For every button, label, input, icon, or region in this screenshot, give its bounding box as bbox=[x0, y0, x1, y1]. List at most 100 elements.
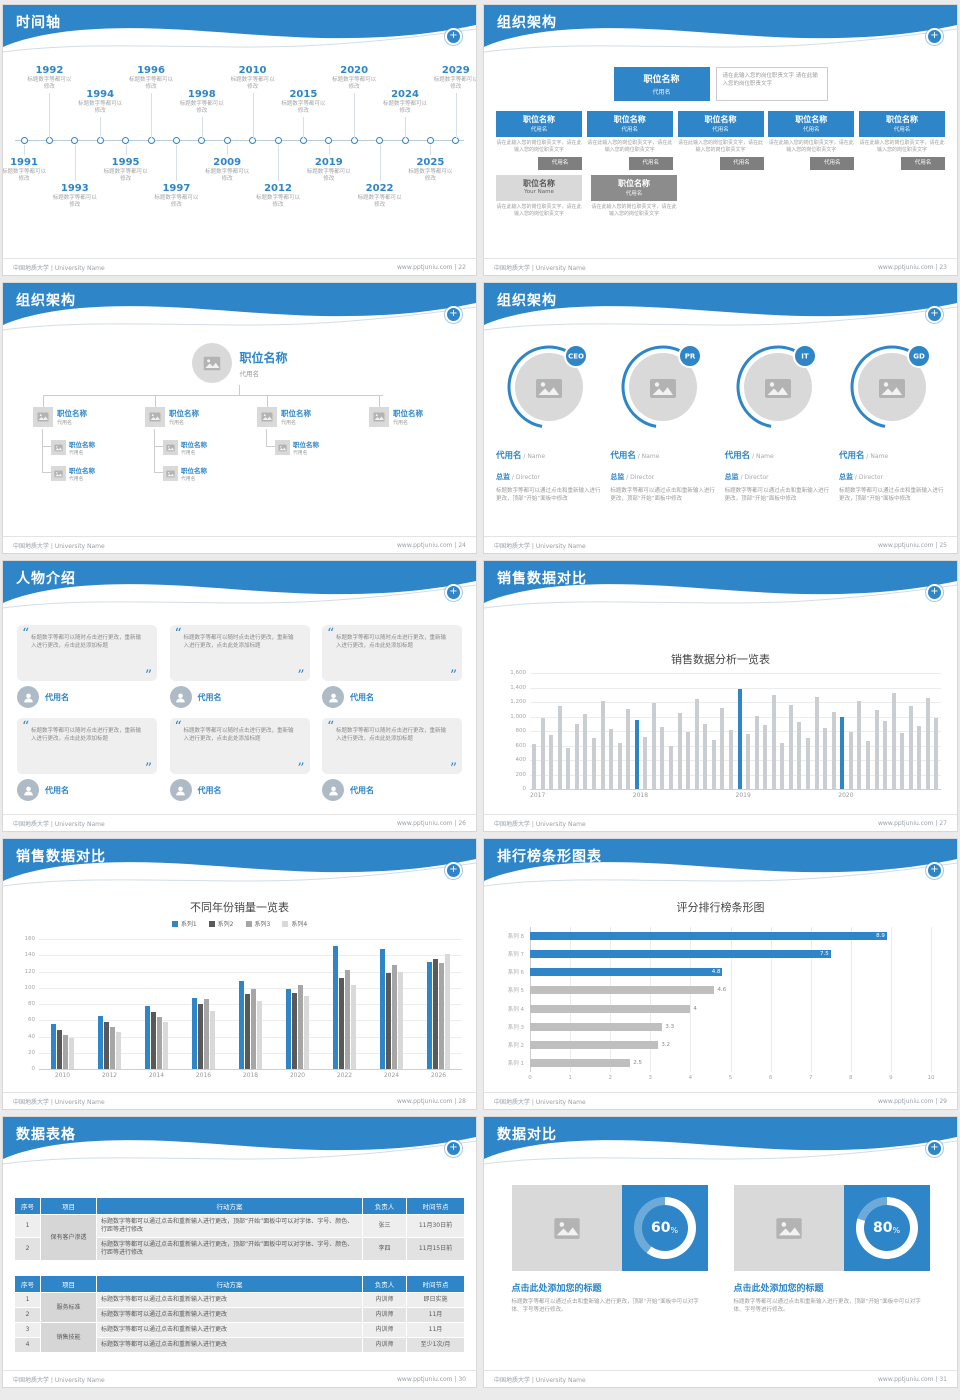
cell-owner: 内训师 bbox=[362, 1307, 407, 1323]
position-title: 职位名称 bbox=[69, 467, 95, 475]
value-label: 7.5 bbox=[820, 951, 829, 958]
person-name: 代用名 bbox=[350, 692, 374, 702]
slide-timeline[interactable]: 时间轴 + 1991 标题数字等都可以修改 1992 标题数字等都可以修改 1993 标题… bbox=[2, 4, 477, 276]
gridline bbox=[570, 927, 572, 1072]
org-node-icon bbox=[257, 407, 277, 427]
org-column: 职位名称 代用名 请在此输入您的岗位职责文字，请在此输入您的岗位职责文字 代用名 bbox=[859, 111, 945, 170]
x-tick-label: 2020 bbox=[289, 1072, 306, 1079]
legend-swatch bbox=[282, 920, 289, 927]
bar bbox=[304, 995, 309, 1069]
legend-item: 系列4 bbox=[282, 919, 307, 928]
person-avatar bbox=[322, 779, 344, 801]
slide-title: 人物介绍 bbox=[16, 571, 76, 587]
image-placeholder-box bbox=[733, 1185, 844, 1271]
timeline-year: 1996 bbox=[137, 65, 165, 76]
slide-title: 销售数据对比 bbox=[497, 571, 587, 587]
bar bbox=[891, 692, 896, 789]
slide-header: 组织架构 + bbox=[484, 283, 957, 339]
header-wave bbox=[3, 5, 476, 53]
slide-people[interactable]: 人物介绍 + “标题数字等都可以随时点击进行更改，重新输入进行更改，点击此处添加… bbox=[2, 560, 477, 832]
slide-org-boxes[interactable]: 组织架构 + 职位名称 代用名 请在此输入您的岗位职责文字 请在此输入您的岗位职责文… bbox=[483, 4, 958, 276]
slide-sales-chart[interactable]: 销售数据对比 + 销售数据分析一览表 0 200 400 600 800 1,000 1,2… bbox=[483, 560, 958, 832]
person-card: “标题数字等都可以随时点击进行更改，重新输入进行更改，点击此处添加标题 ” 代用名 bbox=[322, 625, 462, 708]
image-placeholder-icon bbox=[166, 444, 175, 451]
header-wave bbox=[3, 561, 476, 609]
bar bbox=[591, 738, 596, 789]
timeline-entry: 2009 标题数字等都可以修改 bbox=[203, 157, 251, 183]
connector-line bbox=[379, 395, 380, 407]
chart-canvas: 不同年份销量一览表 系列1 系列2 系列3 系列4 0 20 40 60 80 100 120 14… bbox=[3, 895, 476, 1092]
person-row: 代用名 bbox=[17, 686, 157, 708]
slide-footer: 中国地质大学 | University Name www.pptjuniu.co… bbox=[3, 1370, 476, 1387]
timeline-year: 2015 bbox=[289, 89, 318, 100]
timeline-entry: 2012 标题数字等都可以修改 bbox=[254, 183, 302, 209]
gridline bbox=[810, 927, 812, 1072]
timeline-caption: 标题数字等都可以修改 bbox=[205, 169, 250, 182]
bar bbox=[210, 1010, 215, 1069]
person-name: 代用名 bbox=[893, 127, 911, 133]
slide-sales-grouped-chart[interactable]: 销售数据对比 + 不同年份销量一览表 系列1 系列2 系列3 系列4 0 20 40 60 8… bbox=[2, 838, 477, 1110]
bar bbox=[771, 695, 776, 789]
member-name-row: 代用名 / Name bbox=[839, 443, 945, 462]
footer-site-page: www.pptjuniu.com | 26 bbox=[397, 820, 466, 827]
person-name: Your Name bbox=[524, 189, 554, 195]
bar bbox=[386, 973, 391, 1069]
column-header: 行动方案 bbox=[96, 1275, 363, 1293]
timeline-caption: 标题数字等都可以修改 bbox=[255, 195, 300, 208]
member-role-row: 总监 / Director bbox=[496, 464, 602, 483]
value-label: 3.2 bbox=[661, 1041, 671, 1048]
legend-item: 系列2 bbox=[208, 919, 234, 928]
bar bbox=[566, 748, 571, 789]
quote-text: 标题数字等都可以随时点击进行更改，重新输入进行更改，点击此处添加标题 bbox=[183, 635, 294, 649]
table-header-row: 序号 项目 行动方案 负责人 时间节点 bbox=[14, 1275, 465, 1293]
cell-time: 11月 bbox=[406, 1322, 465, 1338]
bar bbox=[204, 999, 209, 1069]
slide-data-tables[interactable]: 数据表格 + 序号 项目 行动方案 负责人 时间节点 1 保有客户渗透 标题数字等都可以通过点… bbox=[2, 1116, 477, 1388]
timeline-caption: 标题数字等都可以修改 bbox=[332, 77, 377, 90]
member-role-row: 总监 / Director bbox=[839, 464, 945, 483]
footer-page-number: 22 bbox=[458, 263, 466, 271]
open-quote-icon: “ bbox=[174, 719, 182, 735]
footer-site: www.pptjuniu.com bbox=[397, 1375, 453, 1383]
bar bbox=[686, 732, 691, 789]
footer-separator: | bbox=[933, 1097, 940, 1105]
org-top-row: 职位名称 代用名 请在此输入您的岗位职责文字 请在此输入您的岗位职责文字 bbox=[484, 67, 957, 101]
quote-text: 标题数字等都可以随时点击进行更改，重新输入进行更改，点击此处添加标题 bbox=[336, 635, 447, 649]
timeline-connector bbox=[100, 117, 102, 138]
y-category-label: 系列 7 bbox=[507, 952, 524, 959]
close-quote-icon: ” bbox=[449, 668, 457, 684]
slide-org-circles[interactable]: 组织架构 + CEO 代用名 / Name 总监 / Director 标题数字等都可… bbox=[483, 282, 958, 554]
bar bbox=[643, 736, 648, 789]
person-name: 代用名 bbox=[181, 451, 196, 456]
slide-org-tree[interactable]: 组织架构 + 职位名称 代用名 职位名称 代用名 职位名称 代用名 职位名称 代用名 职位名称代… bbox=[2, 282, 477, 554]
x-tick-label: 2024 bbox=[383, 1072, 400, 1079]
y-tick-label: 1,400 bbox=[510, 684, 526, 691]
person-name: 代用名 bbox=[621, 127, 638, 133]
person-icon bbox=[176, 786, 185, 795]
cell-number: 3 bbox=[14, 1322, 41, 1338]
slide-footer: 中国地质大学 | University Name www.pptjuniu.co… bbox=[484, 1092, 957, 1109]
cell-owner: 张三 bbox=[362, 1214, 407, 1238]
legend-label: 系列3 bbox=[254, 921, 271, 928]
org-node-icon bbox=[369, 407, 389, 427]
timeline-connector bbox=[278, 145, 279, 181]
connector-line bbox=[42, 429, 43, 472]
org-note: 请在此输入您的岗位职责文字，请在此输入您的岗位职责文字 bbox=[496, 204, 582, 217]
person-name: 代用名 bbox=[197, 785, 222, 795]
footer-page-number: 27 bbox=[939, 819, 947, 827]
member-desc: 标题数字等都可以通过点击和重新输入进行更改，顶部“开始”面板中修改 bbox=[610, 488, 715, 502]
timeline-connector bbox=[176, 145, 178, 181]
footer-separator: | bbox=[452, 1097, 459, 1105]
slide-ranking-chart[interactable]: 排行榜条形图表 + 评分排行榜条形图 0 1 2 3 4 5 6 7 8 9 10 系列 8 8.9 系列… bbox=[483, 838, 958, 1110]
footer-university: 中国地质大学 | University Name bbox=[494, 542, 586, 550]
slide-header: 排行榜条形图表 + bbox=[484, 839, 957, 895]
position-title: 职位名称 bbox=[169, 409, 199, 418]
bar bbox=[814, 696, 819, 789]
y-tick-label: 600 bbox=[515, 742, 527, 749]
table-head: 序号 项目 行动方案 负责人 时间节点 bbox=[14, 1275, 465, 1293]
slide-data-compare[interactable]: 数据对比 + 60% 点击此处添加您的标题 标题数字等都可以通过点击和重新输入进行更… bbox=[483, 1116, 958, 1388]
timeline-caption: 标题数字等都可以修改 bbox=[154, 195, 199, 208]
image-placeholder-box bbox=[511, 1185, 622, 1271]
connector-line bbox=[154, 446, 163, 447]
data-table: 序号 项目 行动方案 负责人 时间节点 1 保有客户渗透 标题数字等都可以通过点击和重新输入进… bbox=[14, 1197, 465, 1261]
